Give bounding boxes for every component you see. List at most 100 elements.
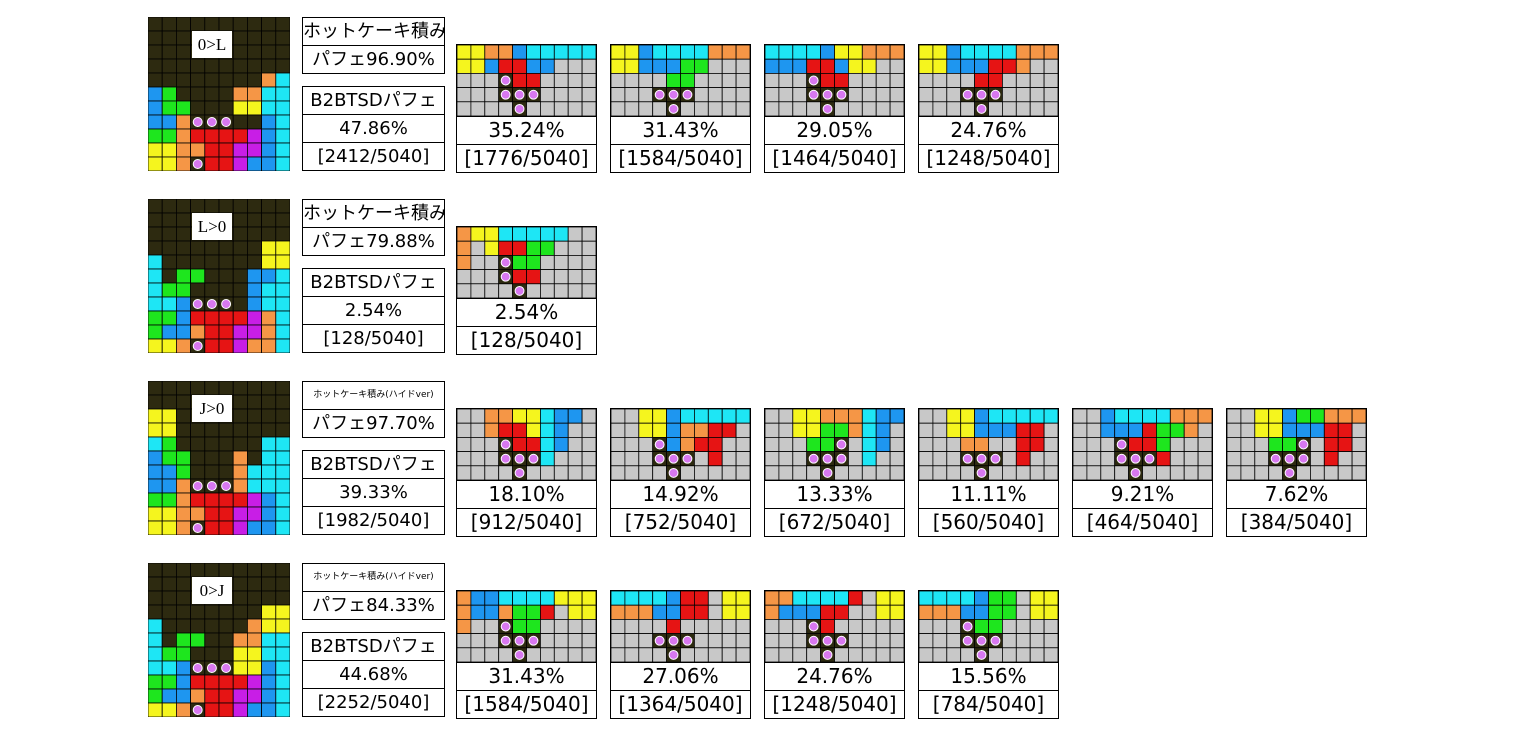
- tspin-marker: [192, 481, 203, 491]
- pattern-cell: [820, 58, 835, 74]
- pattern-cell: [457, 465, 472, 480]
- tspin-marker: [990, 635, 1001, 646]
- board-cell: [175, 282, 191, 298]
- pattern-card: 24.76% [1248/5040]: [918, 44, 1059, 173]
- pattern-cell: [1197, 422, 1212, 438]
- pattern-cell: [457, 87, 472, 103]
- pattern-cell: [875, 45, 891, 60]
- board-cell: [261, 436, 277, 452]
- pattern-cell: [1169, 422, 1185, 438]
- pattern-cell: [540, 604, 555, 620]
- pattern-cell: [707, 87, 723, 103]
- board-cell: [218, 436, 234, 452]
- pattern-cell: [820, 409, 835, 424]
- board-cell: [161, 450, 177, 466]
- board-cell: [175, 688, 191, 704]
- pattern-cell: [526, 283, 541, 298]
- pattern-cell: [652, 591, 668, 606]
- board-cell: [190, 100, 206, 116]
- pattern-cell: [484, 101, 500, 116]
- board-cell: [148, 114, 163, 130]
- board-cell: [232, 44, 248, 60]
- board-cell: [261, 492, 277, 508]
- board-cell: [175, 422, 191, 438]
- pattern-cell: [512, 240, 527, 256]
- pattern-cell: [919, 604, 934, 620]
- pattern-cell: [457, 227, 472, 242]
- board-cell: [161, 576, 177, 592]
- board-cell: [204, 492, 220, 508]
- pattern-cell: [1029, 72, 1045, 88]
- pattern-cell: [848, 618, 863, 634]
- pattern-cell: [834, 409, 849, 424]
- pattern-cell: [666, 72, 681, 88]
- pattern-cell: [581, 87, 596, 103]
- pattern-cell: [820, 604, 835, 620]
- main-board-grid: [148, 17, 290, 171]
- pattern-cell: [567, 240, 583, 256]
- pattern-cell: [567, 618, 583, 634]
- board-cell: [247, 422, 263, 438]
- pattern-cell: [861, 58, 877, 74]
- pattern-cell: [946, 436, 962, 452]
- board-cell: [261, 688, 277, 704]
- pattern-card: 31.43% [1584/5040]: [456, 590, 597, 719]
- board-cell: [275, 660, 290, 676]
- board-cell: [161, 338, 177, 353]
- pattern-cell: [567, 409, 583, 424]
- board-cell: [275, 520, 290, 535]
- pattern-cell: [1128, 409, 1143, 424]
- pattern-card: 9.21% [464/5040]: [1072, 408, 1213, 537]
- pattern-cell: [848, 422, 863, 438]
- pattern-cell: [624, 591, 640, 606]
- board-cell: [204, 646, 220, 662]
- board-cell: [148, 30, 163, 46]
- board-cell: [218, 324, 234, 340]
- pattern-grid: [457, 45, 596, 117]
- rotation-tag: L>0: [192, 213, 232, 240]
- board-cell: [218, 338, 234, 353]
- board-cell: [148, 296, 163, 312]
- board-cell: [218, 381, 234, 396]
- pattern-cell: [721, 58, 737, 74]
- pattern-cell: [848, 633, 863, 649]
- pattern-cell: [553, 58, 569, 74]
- pattern-cell: [553, 45, 569, 60]
- pattern-cell: [652, 58, 668, 74]
- board-cell: [161, 240, 177, 256]
- pattern-cell: [1073, 436, 1088, 452]
- pattern-cell: [694, 465, 709, 480]
- pattern-cell: [694, 72, 709, 88]
- pattern-cell: [581, 240, 596, 256]
- board-cell: [218, 282, 234, 298]
- pattern-cell: [553, 422, 569, 438]
- board-cell: [232, 268, 248, 284]
- pattern-cell: [792, 465, 808, 480]
- pattern-grid: [765, 409, 904, 481]
- pattern-percent: 9.21%: [1073, 481, 1212, 509]
- pattern-cell: [1043, 465, 1058, 480]
- pattern-cell: [680, 45, 695, 60]
- pattern-cell: [624, 604, 640, 620]
- pattern-cell: [1254, 465, 1270, 480]
- board-cell: [175, 128, 191, 144]
- pattern-cell: [1043, 101, 1058, 116]
- pattern-cell: [526, 618, 541, 634]
- pattern-grid: [919, 409, 1058, 481]
- board-cell: [161, 422, 177, 438]
- pattern-cell: [806, 45, 822, 60]
- pattern-cell: [778, 465, 794, 480]
- pattern-cell: [457, 58, 472, 74]
- pattern-cell: [624, 72, 640, 88]
- pattern-cell: [919, 58, 934, 74]
- tspin-marker: [192, 117, 203, 127]
- pattern-cell: [1029, 633, 1045, 649]
- board-cell: [161, 563, 177, 578]
- pattern-count: [384/5040]: [1240, 510, 1353, 534]
- board-cell: [148, 660, 163, 676]
- pattern-cell: [470, 591, 486, 606]
- pattern-cell: [707, 72, 723, 88]
- pattern-cell: [765, 409, 780, 424]
- pattern-cell: [834, 618, 849, 634]
- main-board: J>0: [148, 381, 290, 535]
